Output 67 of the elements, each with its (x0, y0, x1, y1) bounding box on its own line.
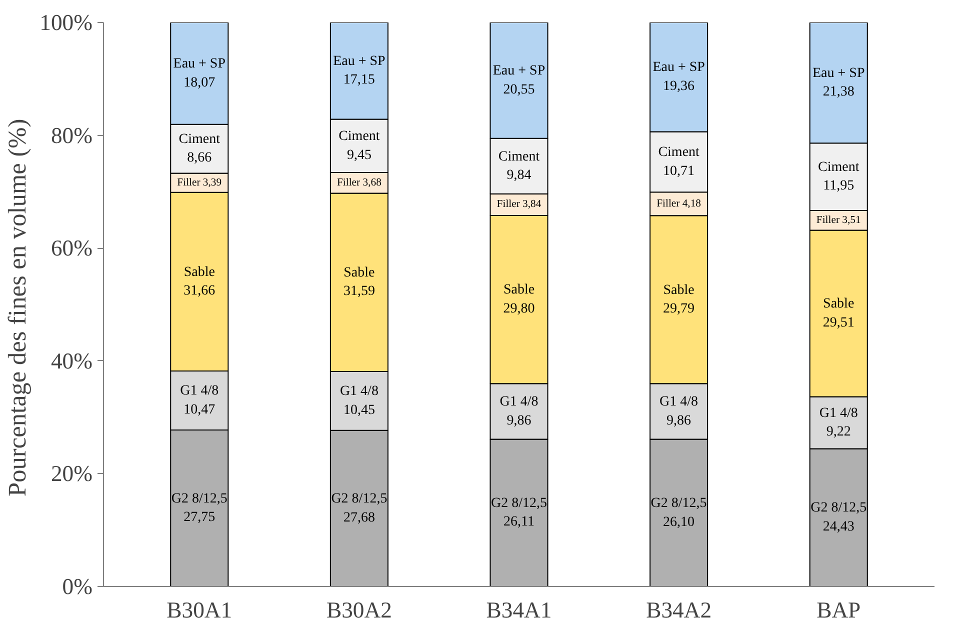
text: Ciment (338, 129, 380, 144)
text: G2 8/12,5 (810, 500, 867, 516)
series-label: G1 4/8 (819, 406, 858, 421)
y-axis-title: Pourcentage des fines en volume (%) (4, 118, 32, 497)
series-label: Eau + SP (492, 64, 546, 79)
y-tick-label: 0% (62, 574, 93, 599)
text: G2 8/12,5 (491, 496, 547, 511)
data-label: 20,55 (503, 82, 535, 98)
text: Ciment (498, 149, 540, 164)
x-tick-label: B30A1 (166, 598, 232, 622)
y-tick-label: 40% (50, 348, 93, 374)
text: Filler 3,84 (496, 199, 542, 210)
text: Ciment (658, 145, 700, 160)
x-tick-label: B34A1 (486, 598, 552, 622)
text: Eau + SP (333, 54, 386, 69)
series-label: Sable (503, 282, 535, 298)
text: G1 4/8 (660, 394, 698, 410)
text: Filler 3,68 (336, 177, 382, 188)
data-label: 18,07 (184, 75, 216, 90)
y-tick-label: 100% (40, 10, 93, 35)
text: Filler 4,18 (656, 198, 702, 210)
data-label: 9,86 (666, 413, 692, 428)
text: G1 4/8 (340, 384, 378, 400)
y-tick-label: 20% (50, 461, 93, 486)
data-label: 21,38 (822, 84, 854, 100)
text: G1 4/8 (180, 384, 219, 399)
data-label: 29,51 (822, 315, 854, 330)
data-label: 31,59 (343, 284, 375, 300)
y-tick-label: 60% (50, 236, 93, 261)
x-tick-label: B34A2 (646, 598, 712, 622)
data-label: 29,79 (663, 302, 695, 317)
data-label: 10,45 (343, 402, 375, 418)
data-label: 26,10 (663, 514, 695, 530)
data-label: 9,22 (826, 424, 851, 440)
data-label: 31,66 (184, 284, 216, 299)
data-label: 26,11 (504, 514, 534, 530)
data-label: 9,45 (346, 148, 372, 163)
data-label: 9,86 (506, 413, 532, 428)
text: Sable (184, 264, 215, 280)
text: Eau + SP (173, 56, 226, 72)
text: Sable (823, 296, 854, 312)
text: G2 8/12,5 (331, 492, 388, 507)
data-label: 27,75 (184, 510, 216, 526)
x-tick-label: B30A2 (326, 598, 392, 622)
text: G2 8/12,5 (650, 496, 707, 512)
text: Filler 3,39 (177, 177, 222, 188)
data-label: 10,71 (663, 164, 695, 179)
y-tick-label: 80% (50, 122, 93, 148)
data-label: 24,43 (822, 519, 854, 534)
text: Filler 3,51 (816, 214, 861, 226)
data-label: 27,68 (343, 510, 375, 526)
data-label: 17,15 (343, 72, 375, 88)
text: Eau + SP (652, 60, 705, 76)
x-tick-label: BAP (816, 598, 861, 622)
data-label: 10,47 (184, 402, 216, 418)
data-label: 8,66 (187, 150, 212, 166)
data-label: 19,36 (663, 78, 695, 94)
series-label: G2 8/12,5 (171, 491, 228, 506)
text: G1 4/8 (500, 394, 538, 410)
text: Ciment (818, 160, 860, 175)
data-label: 11,95 (823, 178, 854, 194)
series-label: Ciment (178, 132, 220, 147)
text: Eau + SP (812, 66, 865, 81)
data-label: 29,80 (503, 301, 535, 316)
text: Sable (663, 282, 694, 298)
text: Sable (344, 265, 375, 280)
data-label: 9,84 (506, 168, 532, 184)
